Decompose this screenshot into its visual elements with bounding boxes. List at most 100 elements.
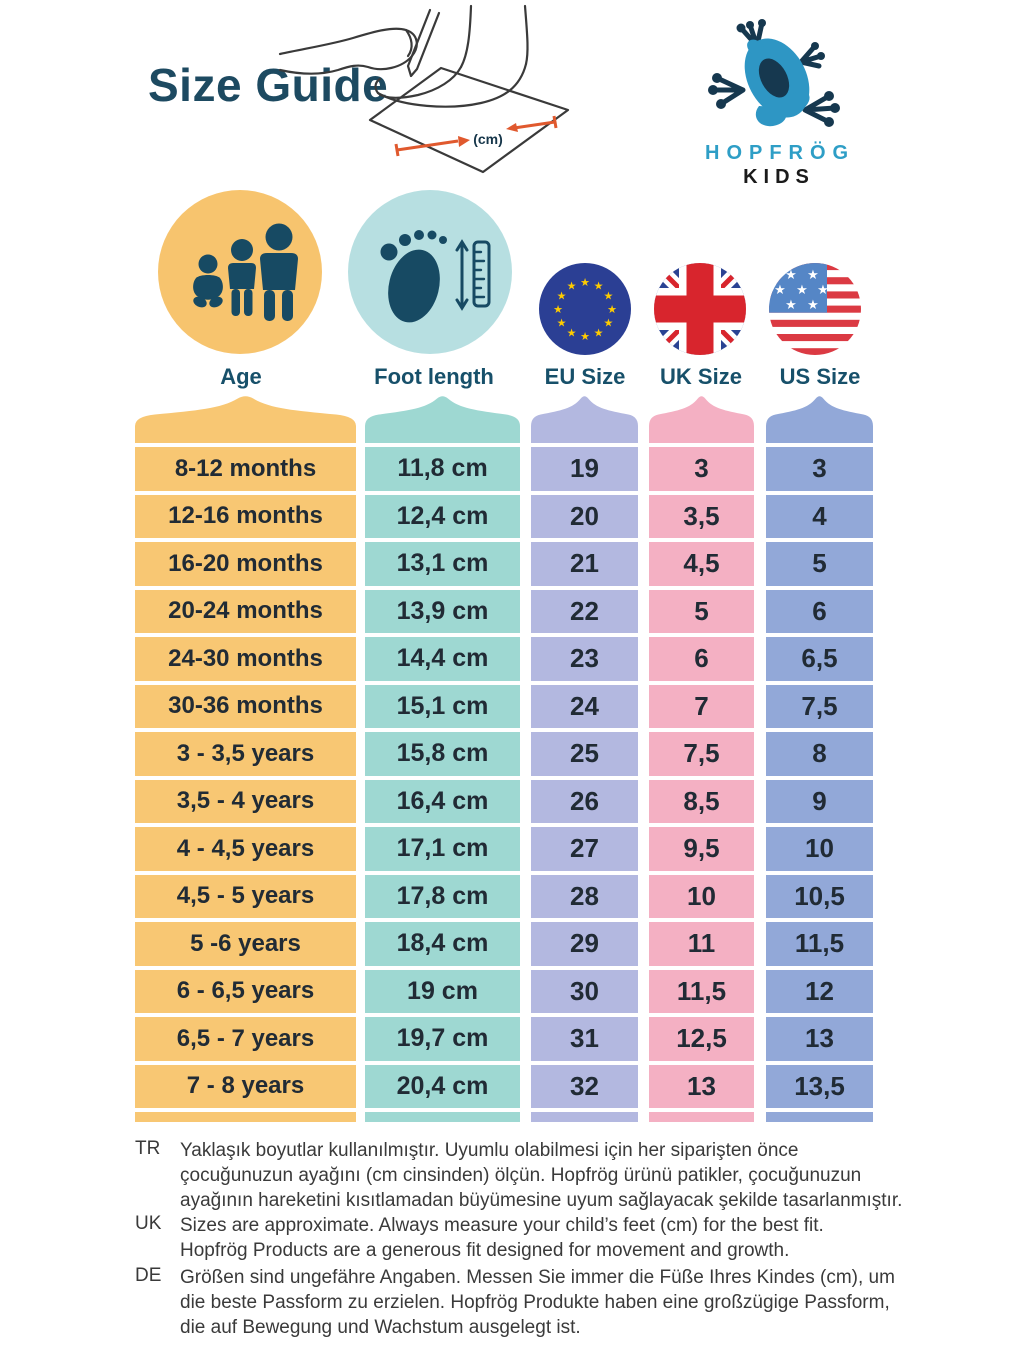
- table-cell-us: 10: [766, 827, 873, 871]
- table-cell-age: 7 - 8 years: [135, 1064, 356, 1108]
- table-cell-age: 20-24 months: [135, 589, 356, 633]
- column-cap: [135, 396, 356, 443]
- table-cell-foot: 19,7 cm: [365, 1017, 520, 1061]
- column-cap: [766, 396, 873, 443]
- column-label-foot: Foot length: [374, 364, 494, 389]
- table-cell-uk: 10: [649, 874, 754, 918]
- svg-text:★: ★: [594, 326, 604, 339]
- eu-flag-icon: ★ ★★ ★★★ ★★★ ★★★: [539, 263, 631, 355]
- table-cell-us: 13: [766, 1017, 873, 1061]
- table-cell-us: 5: [766, 542, 873, 586]
- leg-outline: [459, 4, 473, 69]
- footer-note-de: DE Größen sind ungefähre Angaben. Messen…: [135, 1265, 940, 1340]
- table-cell-eu: 30: [531, 969, 638, 1013]
- column-rows-us: 3 4 5 6 6,5 7,5 8 9 10 10,5 11,5 12 13 13,5: [766, 447, 873, 1108]
- table-cell-uk: 11: [649, 922, 754, 966]
- table-cell-foot: 20,4 cm: [365, 1064, 520, 1108]
- svg-text:★: ★: [817, 283, 829, 298]
- column-cap: [649, 396, 754, 443]
- table-cell-age: 24-30 months: [135, 637, 356, 681]
- table-cell-eu: 29: [531, 922, 638, 966]
- table-cell-uk: 7,5: [649, 732, 754, 776]
- svg-text:★: ★: [807, 298, 819, 313]
- column-cap: [531, 396, 638, 443]
- family-icon: [193, 223, 298, 321]
- table-cell-age: 4 - 4,5 years: [135, 827, 356, 871]
- table-cell-foot: 12,4 cm: [365, 494, 520, 538]
- column-rows-uk: 3 3,5 4,5 5 6 7 7,5 8,5 9,5 10 11 11,5 12,5 13: [649, 447, 754, 1108]
- table-cell-us: 4: [766, 494, 873, 538]
- column-partial-row: [365, 1112, 520, 1122]
- table-column-eu: 19 20 21 22 23 24 25 26 27 28 29 30 31 32: [531, 395, 638, 1122]
- svg-text:★: ★: [796, 283, 808, 298]
- table-cell-age: 6,5 - 7 years: [135, 1017, 356, 1061]
- table-cell-us: 3: [766, 447, 873, 491]
- table-cell-eu: 21: [531, 542, 638, 586]
- table-cell-eu: 27: [531, 827, 638, 871]
- table-cell-eu: 26: [531, 779, 638, 823]
- table-cell-uk: 5: [649, 589, 754, 633]
- table-cell-foot: 15,1 cm: [365, 684, 520, 728]
- table-cell-uk: 7: [649, 684, 754, 728]
- cm-label: (cm): [473, 131, 503, 147]
- table-cell-uk: 3: [649, 447, 754, 491]
- table-cell-us: 9: [766, 779, 873, 823]
- table-cell-eu: 28: [531, 874, 638, 918]
- table-cell-us: 12: [766, 969, 873, 1013]
- table-cell-eu: 20: [531, 494, 638, 538]
- paper-outline: [368, 66, 570, 174]
- age-icon: [158, 190, 322, 354]
- footer-text-tr: Yaklaşık boyutlar kullanılmıştır. Uyumlu…: [180, 1140, 903, 1211]
- table-cell-us: 6: [766, 589, 873, 633]
- frog-icon: [708, 19, 840, 127]
- foot-ruler-icon: [380, 230, 447, 323]
- table-cell-foot: 15,8 cm: [365, 732, 520, 776]
- table-cell-uk: 11,5: [649, 969, 754, 1013]
- svg-text:★: ★: [557, 317, 567, 330]
- column-cap: [365, 396, 520, 443]
- table-cell-us: 7,5: [766, 684, 873, 728]
- column-partial-row: [531, 1112, 638, 1122]
- column-label-age: Age: [220, 364, 262, 389]
- table-cell-age: 16-20 months: [135, 542, 356, 586]
- table-cell-eu: 32: [531, 1064, 638, 1108]
- table-cell-us: 8: [766, 732, 873, 776]
- table-cell-age: 3,5 - 4 years: [135, 779, 356, 823]
- table-cell-uk: 6: [649, 637, 754, 681]
- table-cell-uk: 12,5: [649, 1017, 754, 1061]
- cm-arrows: [394, 115, 558, 157]
- svg-text:★: ★: [603, 317, 613, 330]
- table-cell-foot: 13,9 cm: [365, 589, 520, 633]
- us-flag-icon: ★ ★ ★ ★ ★ ★ ★: [769, 263, 861, 355]
- column-rows-age: 8-12 months 12-16 months 16-20 months 20-24…: [135, 447, 356, 1108]
- table-cell-age: 3 - 3,5 years: [135, 732, 356, 776]
- footer-note-tr: TR Yaklaşık boyutlar kullanılmıştır. Uyu…: [135, 1138, 940, 1213]
- table-cell-foot: 19 cm: [365, 969, 520, 1013]
- uk-flag-icon: [654, 263, 746, 355]
- table-cell-us: 13,5: [766, 1064, 873, 1108]
- table-cell-age: 5 -6 years: [135, 922, 356, 966]
- column-partial-row: [766, 1112, 873, 1122]
- column-rows-eu: 19 20 21 22 23 24 25 26 27 28 29 30 31 32: [531, 447, 638, 1108]
- table-column-us: 3 4 5 6 6,5 7,5 8 9 10 10,5 11,5 12 13 13,5: [766, 395, 873, 1122]
- table-cell-age: 6 - 6,5 years: [135, 969, 356, 1013]
- brand-sub: KIDS: [743, 166, 815, 188]
- footer-label-tr: TR: [135, 1138, 161, 1159]
- table-cell-eu: 22: [531, 589, 638, 633]
- table-cell-eu: 31: [531, 1017, 638, 1061]
- table-cell-uk: 4,5: [649, 542, 754, 586]
- footer-text-de: Größen sind ungefähre Angaben. Messen Si…: [180, 1267, 895, 1338]
- table-cell-age: 8-12 months: [135, 447, 356, 491]
- table-column-uk: 3 3,5 4,5 5 6 7 7,5 8,5 9,5 10 11 11,5 12,5 13: [649, 395, 754, 1122]
- column-label-uk: UK Size: [660, 364, 742, 389]
- table-cell-foot: 17,8 cm: [365, 874, 520, 918]
- foot-outline: [374, 65, 463, 99]
- svg-text:★: ★: [785, 268, 797, 283]
- table-cell-foot: 17,1 cm: [365, 827, 520, 871]
- table-cell-foot: 18,4 cm: [365, 922, 520, 966]
- table-cell-us: 11,5: [766, 922, 873, 966]
- column-partial-row: [649, 1112, 754, 1122]
- hand-outline: [278, 27, 418, 75]
- table-column-foot: 11,8 cm 12,4 cm 13,1 cm 13,9 cm 14,4 cm 15,1 …: [365, 395, 520, 1122]
